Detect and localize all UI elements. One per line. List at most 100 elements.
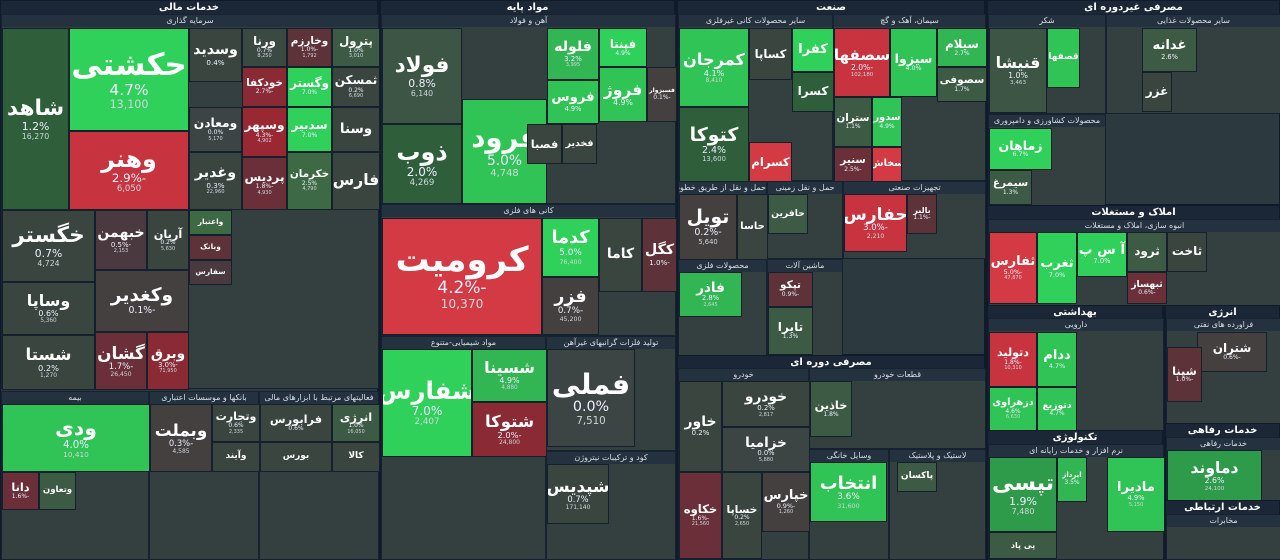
stock-tile: کالا	[332, 442, 380, 472]
stock-tile: شفارس 7.0% 2,407	[382, 349, 472, 457]
stock-price: 26,450	[110, 370, 132, 378]
stock-change: 1.7%	[954, 85, 970, 93]
stock-change: 7.0%	[411, 403, 443, 418]
stock-change: 3.2%	[564, 54, 582, 64]
stock-tile: قصفها	[1047, 28, 1080, 88]
group-title: آهن و فولاد	[382, 15, 675, 27]
stock-change: 0.6%	[228, 422, 244, 430]
stock-change: 2.6%	[1204, 476, 1225, 486]
sector-title: املاک و مستغلات	[988, 206, 1279, 219]
stock-change: -1.6%	[11, 492, 30, 500]
stock-change: 4.7%	[109, 80, 149, 99]
stock-name: خاذین	[814, 398, 848, 413]
group: سایر محصولات کانی غیرفلزی کمرجان 4.1% 8,410…	[678, 14, 834, 182]
stock-name: فروژ	[603, 80, 643, 99]
stock-tile: خکرمان 2.5% 4,790	[287, 152, 332, 210]
stock-tile: ثمسکن 0.2% 6,690	[332, 67, 380, 107]
stock-price: 4,902	[257, 138, 272, 145]
stock-change: 0.0%	[757, 449, 775, 458]
stock-change: 3.6%	[837, 492, 860, 503]
stock-name: وساپا	[26, 291, 71, 311]
stock-change: 1.9%	[1009, 495, 1037, 509]
stock-tile: سخاش	[872, 147, 902, 182]
stock-tile: وخارزم -1.0% 1,792	[287, 28, 332, 67]
group: تجهیزات صنعتی حفارس -3.0% 2,210 بالبر -1.1%	[843, 181, 986, 259]
stock-tile: تپکو -0.9%	[768, 272, 813, 307]
stock-tile: دتولید -1.8% 10,310	[989, 332, 1037, 387]
stock-change: -2.0%	[851, 62, 873, 72]
group-title: کانی های فلزی	[382, 205, 675, 217]
stock-tile: کرومیت -4.2% 10,370	[382, 218, 542, 335]
stock-name: خبهمن	[97, 224, 145, 241]
stock-price: 1,270	[40, 371, 57, 379]
group-title: سایر محصولات کانی غیرفلزی	[679, 15, 832, 27]
stock-change: -1.6%	[691, 514, 710, 522]
stock-price: 5,630	[160, 245, 176, 252]
stock-name: فخدیر	[565, 137, 594, 149]
stock-name: فروس	[551, 90, 595, 106]
stock-tile: خاور 0.2%	[679, 381, 722, 472]
stock-tile: انرژی 1.0% 16,050	[332, 404, 380, 442]
stock-price: 4,724	[37, 258, 60, 268]
stock-change: 0.7%	[34, 246, 63, 260]
stock-change: 4.9%	[499, 375, 520, 385]
stock-tile: شستا 0.2% 1,270	[2, 335, 95, 390]
group: فراورده های نفتی شتران -0.6% شپنا -1.0%	[1166, 318, 1280, 424]
stock-tile: ثفارس -5.0% 47,870	[989, 232, 1037, 304]
stock-change: 0.3%	[206, 181, 225, 191]
stock-change: -0.6%	[1138, 288, 1156, 296]
stock-change: -0.1%	[128, 305, 156, 317]
stock-tile: دزهراوی 4.6% 6,630	[989, 387, 1037, 432]
stock-tile: شپنا -1.0%	[1167, 347, 1202, 402]
stock-tile: وگستر 7.0%	[287, 67, 332, 107]
stock-change: 0.6%	[288, 424, 304, 432]
stock-change: 1.3%	[1002, 188, 1019, 196]
group-title: فراورده های نفتی	[1167, 319, 1280, 331]
stock-name: کمرجان	[683, 49, 745, 69]
stock-name: ذوب	[396, 138, 448, 167]
stock-name: پردیس	[244, 169, 285, 184]
stock-name: وآیند	[225, 451, 247, 462]
stock-tile: فروژ 4.9%	[599, 67, 647, 122]
stock-price: 10,310	[1004, 365, 1022, 372]
group: کود و ترکیبات نیتروژن شپدیس 0.7% 171,140	[546, 451, 676, 560]
stock-change: -2.9%	[111, 171, 147, 186]
stock-name: ستران	[836, 112, 870, 125]
group-title: محصولات فلزی	[679, 260, 766, 272]
stock-price: 16,050	[347, 428, 365, 435]
stock-name: انتخاب	[819, 472, 878, 494]
stock-tile: وکغدیر -0.1%	[95, 270, 189, 332]
stock-name: سفارس	[195, 267, 226, 277]
stock-change: 2.8%	[701, 294, 720, 303]
stock-tile: تایرا 1.3%	[768, 307, 813, 355]
stock-name: پترول	[339, 34, 373, 49]
group: ماشین آلات تپکو -0.9% تایرا 1.3%	[767, 259, 843, 356]
stock-tile: سفارس	[189, 260, 232, 285]
stock-tile: خاذین 1.8%	[810, 381, 852, 437]
stock-name: شسینا	[484, 358, 535, 378]
stock-tile: فخدیر	[562, 124, 597, 164]
stock-price: 2,407	[414, 417, 440, 428]
stock-change: 4.6%	[1005, 407, 1021, 415]
stock-tile: حفارس -3.0% 2,210	[844, 194, 907, 252]
group: بانکها و موسسات اعتباری وبملت -0.3% 4,585 وت…	[149, 391, 260, 560]
stock-change: -0.9%	[781, 290, 800, 298]
stock-tile: سیلام 2.7%	[937, 28, 987, 67]
group-title: خودرو	[679, 369, 808, 381]
stock-tile: پی پاد	[989, 532, 1057, 559]
stock-tile: ذوب 2.0% 4,269	[382, 124, 462, 204]
stock-tile: کاما	[599, 218, 642, 292]
stock-price: 5,170	[208, 135, 223, 142]
stock-change: -1.7%	[108, 361, 134, 372]
stock-name: ثاخت	[1171, 244, 1203, 259]
stock-change: 0.7%	[256, 46, 273, 54]
stock-price: 6,630	[1005, 414, 1021, 421]
stock-change: 7.0%	[1093, 257, 1111, 266]
group-title: مخابرات	[1167, 515, 1280, 527]
stock-name: بالبر	[913, 205, 931, 216]
stock-change: 0.6%	[38, 308, 59, 318]
group-title: محصولات کشاورزی و دامپروری	[989, 115, 1105, 127]
stock-name: دانا	[11, 480, 30, 495]
stock-price: 6,050	[116, 184, 142, 195]
stock-price: 5,880	[758, 456, 774, 463]
